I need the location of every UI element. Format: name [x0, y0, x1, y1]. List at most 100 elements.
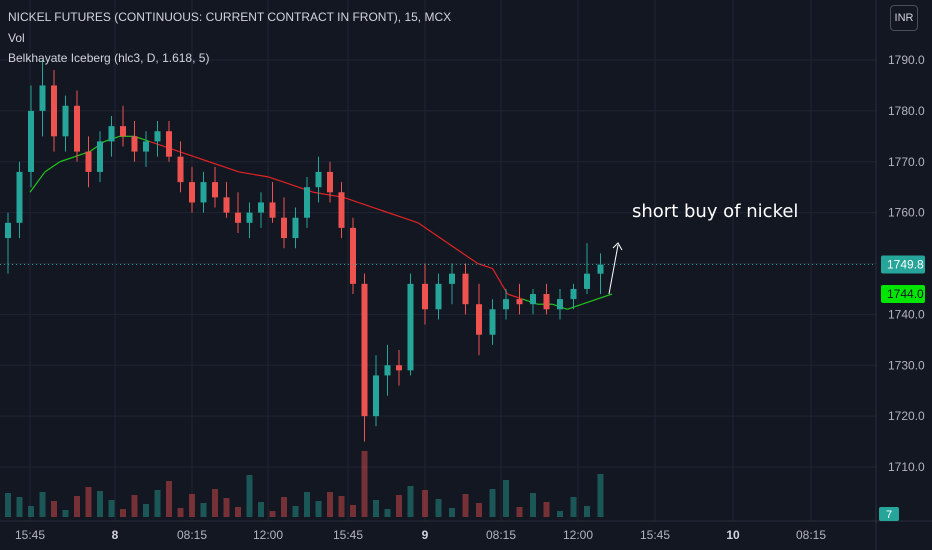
candle-body[interactable] [422, 283, 428, 310]
volume-bar [304, 492, 310, 517]
volume-bar [74, 496, 80, 517]
candle-body[interactable] [543, 294, 550, 310]
candle-body[interactable] [503, 299, 509, 310]
candle-body[interactable] [373, 375, 379, 417]
y-axis-tick-label: 1740.0 [888, 307, 925, 321]
x-axis-tick-label: 08:15 [796, 528, 826, 542]
candle-body[interactable] [28, 110, 34, 172]
candle-body[interactable] [396, 365, 402, 371]
volume-bar [384, 509, 391, 517]
text-annotation[interactable]: short buy of nickel [632, 201, 799, 222]
candle-body[interactable] [166, 131, 172, 157]
iceberg-line-segment [432, 232, 449, 244]
volume-bar [5, 493, 11, 517]
candle-body[interactable] [327, 171, 333, 193]
candle-body[interactable] [5, 222, 11, 239]
candle-body[interactable] [62, 105, 69, 137]
volume-bar [258, 502, 264, 517]
volume-bar [177, 508, 184, 517]
volume-bar [166, 481, 172, 517]
candle-body[interactable] [16, 171, 23, 223]
candle-body[interactable] [74, 105, 80, 152]
candle-body[interactable] [462, 273, 469, 305]
candle-body[interactable] [476, 304, 482, 335]
x-axis-tick-label: 15:45 [333, 528, 363, 542]
candle-body[interactable] [338, 192, 345, 228]
volume-bar [373, 500, 379, 517]
iceberg-line-segment [343, 196, 359, 204]
volume-bar [143, 504, 149, 517]
volume-bar [327, 492, 333, 517]
iceberg-line-segment [238, 171, 254, 176]
x-axis-tick-label: 12:00 [253, 528, 283, 542]
candle-body[interactable] [143, 141, 149, 152]
annotation-arrow-line [608, 244, 619, 295]
volume-bar [281, 497, 287, 517]
candle-body[interactable] [597, 264, 604, 274]
iceberg-line-segment [567, 303, 583, 310]
volume-bar [292, 506, 299, 517]
candle-body[interactable] [570, 288, 577, 300]
currency-button[interactable]: INR [890, 5, 918, 31]
volume-bar [315, 501, 322, 517]
volume-bar [338, 496, 345, 517]
volume-bar [503, 480, 509, 517]
x-axis-tick-label: 8 [112, 528, 119, 542]
candle-body[interactable] [489, 309, 496, 335]
candle-body[interactable] [269, 202, 276, 218]
candle-body[interactable] [177, 156, 184, 183]
candle-body[interactable] [304, 187, 310, 218]
candle-body[interactable] [315, 171, 322, 188]
last-price-badge [881, 255, 925, 274]
candle-body[interactable] [361, 283, 368, 417]
candle-body[interactable] [97, 141, 103, 172]
candle-body[interactable] [435, 283, 442, 310]
volume-bar [422, 490, 428, 517]
y-axis-tick-label: 1710.0 [888, 460, 925, 474]
volume-bar [200, 503, 207, 517]
candle-body[interactable] [258, 202, 264, 213]
y-axis-tick-label: 1770.0 [888, 155, 925, 169]
iceberg-line-segment [373, 206, 389, 214]
candle-body[interactable] [449, 273, 455, 284]
candle-body[interactable] [154, 131, 161, 142]
iceberg-line-segment [193, 156, 210, 163]
candle-body[interactable] [189, 182, 195, 203]
iceberg-line-segment [208, 161, 225, 168]
candle-body[interactable] [212, 182, 218, 198]
candle-body[interactable] [384, 365, 391, 376]
candle-body[interactable] [516, 299, 523, 305]
candle-body[interactable] [350, 227, 356, 284]
annotation-arrow-head [612, 242, 623, 251]
candle-body[interactable] [246, 212, 253, 223]
candle-body[interactable] [120, 126, 126, 137]
candle-body[interactable] [584, 273, 590, 289]
last-price-label: 1749.8 [887, 258, 924, 272]
iceberg-line-segment [492, 268, 509, 295]
candle-body[interactable] [281, 217, 287, 239]
volume-bar [570, 497, 577, 517]
indicator-value-label: 1744.0 [887, 287, 924, 301]
candle-body[interactable] [235, 212, 241, 223]
volume-bar [131, 495, 138, 517]
iceberg-line-segment [417, 222, 434, 234]
candle-body[interactable] [39, 85, 46, 111]
x-axis-tick-label: 15:45 [640, 528, 670, 542]
iceberg-line-segment [223, 166, 240, 173]
candle-body[interactable] [292, 217, 299, 239]
candle-body[interactable] [530, 294, 536, 305]
volume-bar [212, 489, 218, 517]
candle-body[interactable] [557, 299, 563, 310]
volume-bar [120, 509, 126, 517]
candle-body[interactable] [407, 283, 414, 371]
candle-body[interactable] [223, 197, 230, 213]
candle-body[interactable] [131, 136, 138, 152]
y-axis-tick-label: 1780.0 [888, 104, 925, 118]
candle-body[interactable] [51, 85, 57, 137]
candle-body[interactable] [200, 182, 207, 203]
candle-body[interactable] [108, 126, 115, 142]
candle-body[interactable] [85, 151, 92, 172]
volume-bar [97, 491, 103, 517]
